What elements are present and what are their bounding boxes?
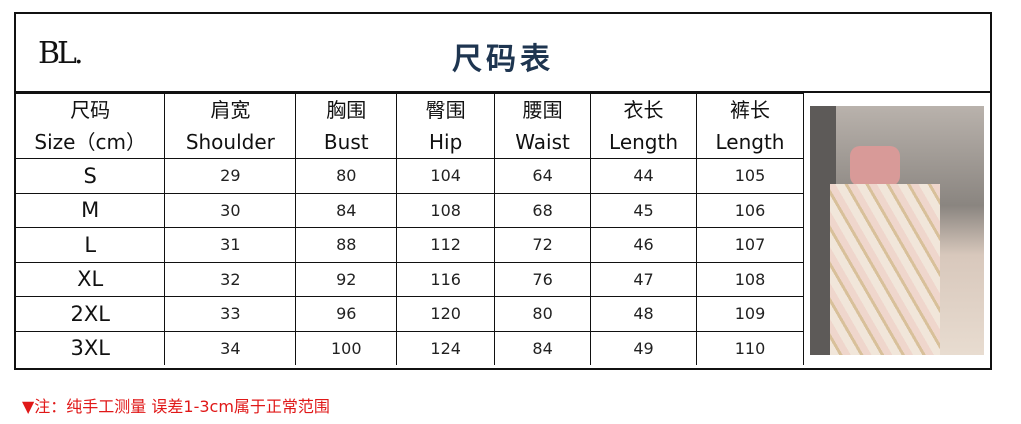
header-en: Length (715, 130, 785, 154)
value-cell: 92 (295, 261, 398, 297)
size-table: 尺码 Size（cm） 肩宽 Shoulder 胸围 Bust 臀围 Hip 腰围 Waist 衣长… (16, 93, 804, 365)
value-cell: 48 (590, 296, 697, 332)
header-zh: 裤长 (730, 98, 770, 122)
value-cell: 29 (164, 158, 297, 194)
header-en: Bust (323, 130, 369, 154)
product-photo (810, 106, 984, 355)
header-zh: 腰围 (522, 98, 563, 122)
header-zh: 衣长 (623, 98, 664, 122)
header-zh: 尺码 (70, 98, 111, 122)
title-bar: BL. 尺码表 (16, 14, 990, 93)
header-en: Length (609, 130, 679, 154)
value-cell: 108 (696, 261, 804, 297)
value-cell: 96 (295, 296, 398, 332)
value-cell: 68 (494, 192, 592, 228)
value-cell: 33 (164, 296, 297, 332)
value-cell: 49 (590, 330, 697, 365)
value-cell: 109 (696, 296, 804, 332)
value-cell: 120 (396, 296, 496, 332)
value-cell: 124 (396, 330, 496, 365)
header-cell: 尺码 Size（cm） (16, 93, 166, 159)
value-cell: 44 (590, 158, 697, 194)
value-cell: 84 (295, 192, 398, 228)
size-cell: XL (16, 261, 166, 297)
value-cell: 80 (494, 296, 592, 332)
value-cell: 106 (696, 192, 804, 228)
header-cell: 腰围 Waist (494, 93, 592, 159)
value-cell: 105 (696, 158, 804, 194)
size-cell: 3XL (16, 330, 166, 365)
value-cell: 108 (396, 192, 496, 228)
brand-logo: BL. (38, 36, 83, 71)
header-zh: 肩宽 (210, 98, 251, 122)
value-cell: 107 (696, 227, 804, 263)
value-cell: 112 (396, 227, 496, 263)
size-cell: L (16, 227, 166, 263)
value-cell: 100 (295, 330, 398, 365)
header-cell: 臀围 Hip (396, 93, 496, 159)
value-cell: 80 (295, 158, 398, 194)
header-cell: 肩宽 Shoulder (164, 93, 297, 159)
table-row: L 31 88 112 72 46 107 (16, 227, 804, 263)
value-cell: 46 (590, 227, 697, 263)
value-cell: 64 (494, 158, 592, 194)
chart-title: 尺码表 (452, 42, 554, 77)
header-cell: 衣长 Length (590, 93, 697, 159)
value-cell: 84 (494, 330, 592, 365)
header-en: Shoulder (185, 130, 275, 154)
header-en: Waist (515, 130, 570, 154)
header-zh: 臀围 (425, 98, 466, 122)
value-cell: 34 (164, 330, 297, 365)
value-cell: 30 (164, 192, 297, 228)
value-cell: 104 (396, 158, 496, 194)
table-row: 2XL 33 96 120 80 48 109 (16, 296, 804, 332)
header-en: Hip (429, 130, 463, 154)
value-cell: 116 (396, 261, 496, 297)
table-row: XL 32 92 116 76 47 108 (16, 261, 804, 297)
size-cell: M (16, 192, 166, 228)
value-cell: 88 (295, 227, 398, 263)
header-cell: 裤长 Length (696, 93, 804, 159)
value-cell: 32 (164, 261, 297, 297)
size-cell: S (16, 158, 166, 194)
table-row: S 29 80 104 64 44 105 (16, 158, 804, 194)
value-cell: 76 (494, 261, 592, 297)
size-chart: BL. 尺码表 尺码 Size（cm） 肩宽 Shoulder 胸围 Bust 臀围 Hip 腰… (14, 12, 992, 370)
value-cell: 110 (696, 330, 804, 365)
value-cell: 31 (164, 227, 297, 263)
header-row: 尺码 Size（cm） 肩宽 Shoulder 胸围 Bust 臀围 Hip 腰围 Waist 衣长… (16, 93, 804, 159)
table-row: M 30 84 108 68 45 106 (16, 192, 804, 228)
measurement-note: ▼注：纯手工测量 误差1-3cm属于正常范围 (22, 397, 330, 416)
value-cell: 47 (590, 261, 697, 297)
header-en: Size（cm） (34, 130, 146, 154)
value-cell: 72 (494, 227, 592, 263)
header-zh: 胸围 (326, 98, 367, 122)
value-cell: 45 (590, 192, 697, 228)
table-row: 3XL 34 100 124 84 49 110 (16, 330, 804, 365)
header-cell: 胸围 Bust (295, 93, 398, 159)
size-cell: 2XL (16, 296, 166, 332)
